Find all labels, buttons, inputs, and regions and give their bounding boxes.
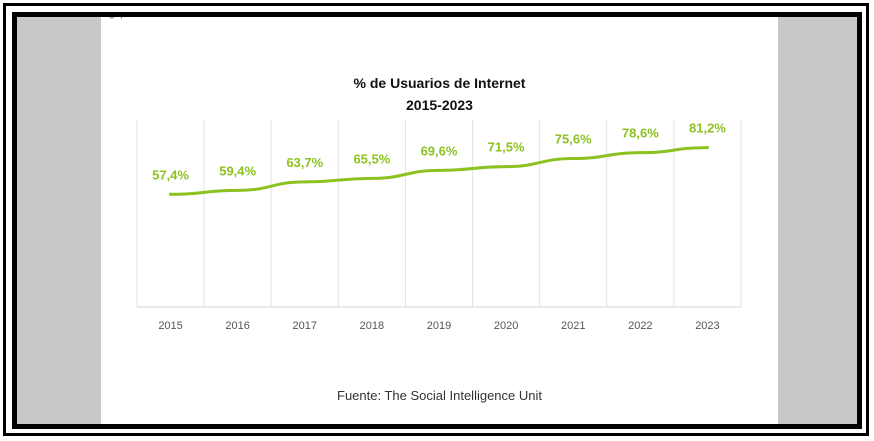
data-label: 63,7%: [286, 155, 323, 170]
data-point: [236, 188, 240, 192]
data-point: [705, 146, 709, 150]
data-label: 59,4%: [219, 163, 256, 178]
data-point: [638, 151, 642, 155]
x-tick-label: 2020: [494, 320, 518, 332]
data-label: 71,5%: [488, 140, 525, 155]
x-tick-label: 2021: [561, 320, 585, 332]
inner-frame: g p % de Usuarios de Internet 2015-2023 …: [12, 12, 862, 429]
data-label: 81,2%: [689, 121, 726, 136]
data-label: 78,6%: [622, 126, 659, 141]
data-point: [370, 176, 374, 180]
x-tick-label: 2023: [695, 320, 719, 332]
data-point: [437, 168, 441, 172]
line-chart: 57,4% 59,4% 63,7% 65,5% 69,6% 71,5% 75,6% 78,6%…: [136, 120, 742, 332]
data-point: [169, 192, 173, 196]
data-label: 69,6%: [421, 143, 458, 158]
x-tick-label: 2019: [427, 320, 451, 332]
cropped-text-fragment: g p: [109, 12, 128, 19]
data-label: 65,5%: [353, 151, 390, 166]
x-tick-label: 2016: [225, 320, 249, 332]
x-tick-label: 2015: [158, 320, 182, 332]
data-label: 57,4%: [152, 167, 189, 182]
data-point: [303, 180, 307, 184]
document-page: g p % de Usuarios de Internet 2015-2023 …: [101, 12, 778, 424]
x-tick-label: 2017: [293, 320, 317, 332]
data-label: 75,6%: [555, 132, 592, 147]
source-caption: Fuente: The Social Intelligence Unit: [337, 388, 542, 403]
x-tick-label: 2018: [360, 320, 384, 332]
x-tick-label: 2022: [628, 320, 652, 332]
data-point: [571, 157, 575, 161]
chart-title: % de Usuarios de Internet: [353, 75, 526, 91]
chart-subtitle: 2015-2023: [406, 97, 473, 113]
data-point: [504, 165, 508, 169]
